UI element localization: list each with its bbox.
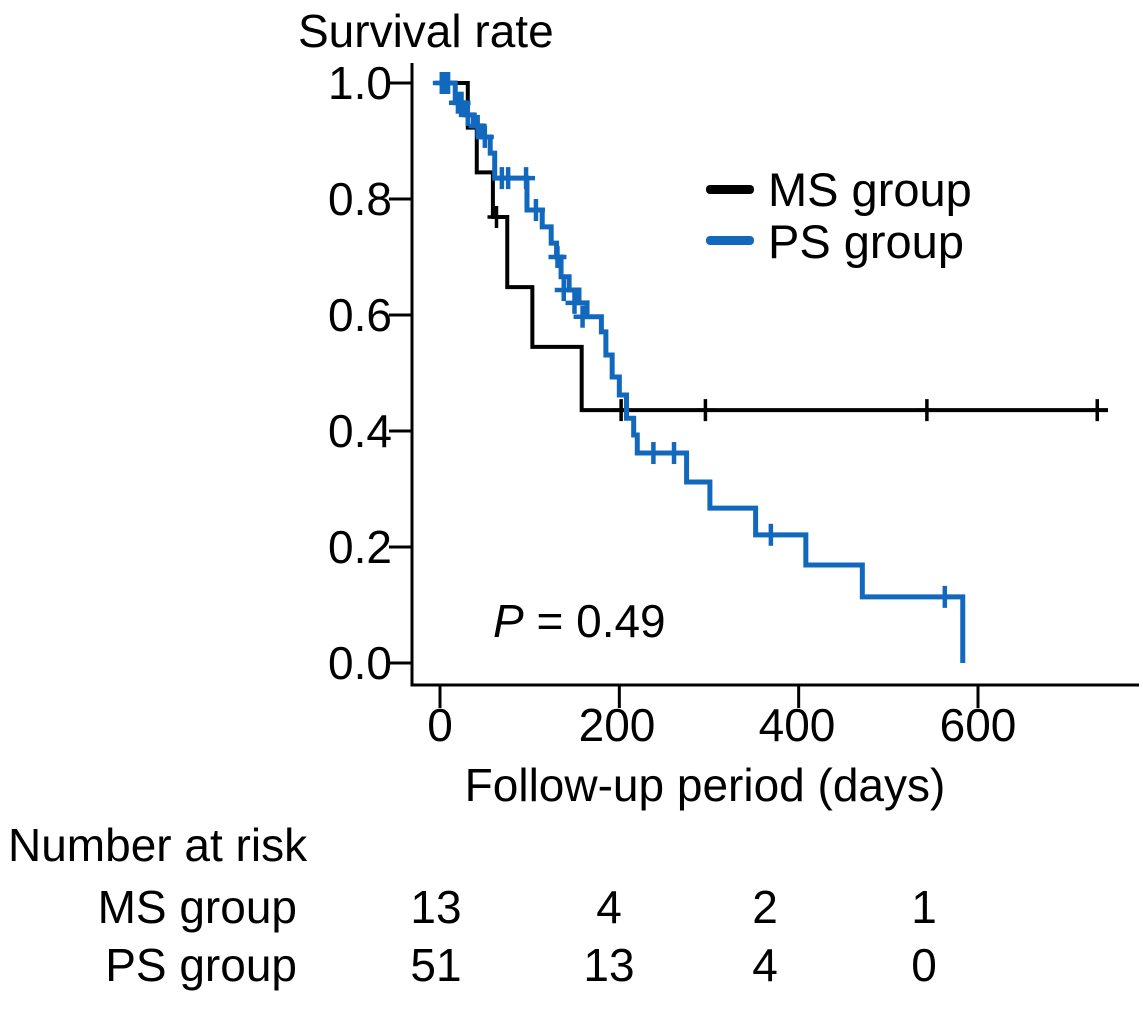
risk-count-ms-400: 2	[752, 881, 778, 933]
chart-title: Survival rate	[298, 5, 554, 57]
risk-count-ps-200: 13	[583, 939, 635, 991]
risk-count-ms-0: 13	[410, 881, 462, 933]
x-tick-label-0: 0	[427, 699, 453, 751]
risk-count-ms-200: 4	[596, 881, 622, 933]
risk-count-ms-600: 1	[911, 881, 937, 933]
risk-count-ps-0: 51	[410, 939, 462, 991]
risk-row-label-ms: MS group	[97, 881, 297, 933]
p-value-prefix: P	[493, 595, 524, 647]
x-axis-label: Follow-up period (days)	[464, 759, 946, 811]
p-value-text: = 0.49	[523, 595, 666, 647]
x-tick-label-200: 200	[578, 699, 656, 751]
y-tick-label-1.0: 1.0	[328, 57, 392, 109]
risk-count-ps-400: 4	[752, 939, 778, 991]
legend-label-ms: MS group	[768, 163, 972, 216]
y-tick-label-0.2: 0.2	[328, 521, 392, 573]
y-tick-label-0.6: 0.6	[328, 289, 392, 341]
risk-count-ps-600: 0	[911, 939, 937, 991]
y-tick-label-0.8: 0.8	[328, 173, 392, 225]
y-tick-label-0.4: 0.4	[328, 405, 392, 457]
legend-swatch-ps	[706, 236, 754, 245]
x-tick-label-600: 600	[939, 699, 1017, 751]
number-at-risk-header: Number at risk	[8, 819, 308, 871]
p-value-annotation: P = 0.49	[493, 594, 666, 648]
legend-swatch-ms	[706, 185, 754, 194]
legend-label-ps: PS group	[768, 215, 964, 268]
x-tick-label-400: 400	[758, 699, 836, 751]
risk-row-label-ps: PS group	[105, 939, 297, 991]
y-tick-label-0.0: 0.0	[328, 637, 392, 689]
